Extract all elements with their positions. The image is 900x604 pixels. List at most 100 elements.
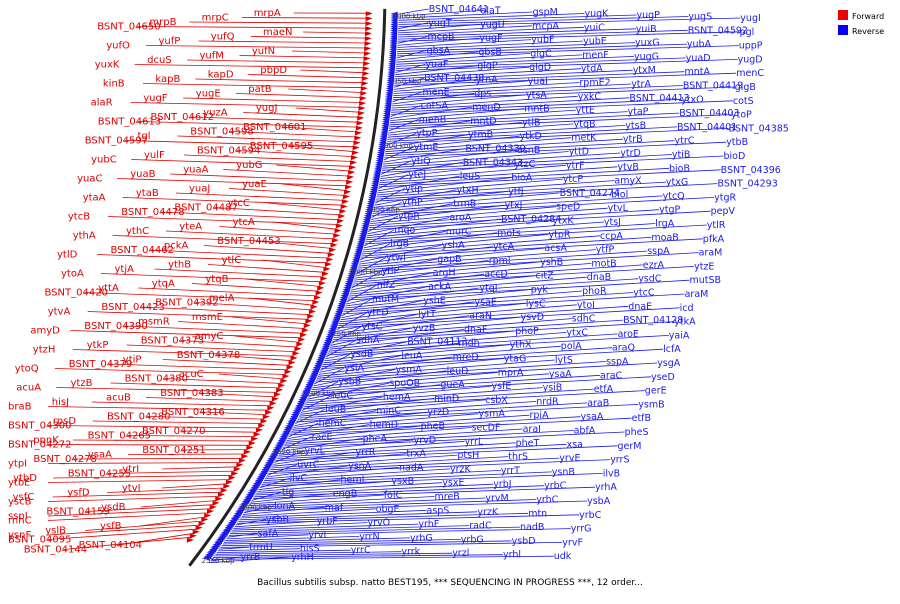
forward-gene-label[interactable]: ytzB — [71, 378, 93, 389]
forward-gene-label[interactable]: msmE — [192, 312, 223, 323]
forward-gene-label[interactable]: ytzH — [33, 345, 56, 356]
reverse-gene-label[interactable]: yrvI — [308, 530, 326, 541]
reverse-gene-label[interactable]: ytvL — [608, 203, 629, 214]
reverse-gene-label[interactable]: ysmA — [479, 409, 506, 420]
reverse-gene-label[interactable]: accD — [484, 269, 508, 280]
reverse-gene-label[interactable]: ysbB — [266, 515, 289, 526]
forward-gene-label[interactable]: ytlD — [57, 250, 78, 261]
reverse-gene-label[interactable]: yrhC — [536, 495, 558, 506]
reverse-gene-label[interactable]: glgB — [735, 82, 756, 93]
reverse-gene-label[interactable]: tig — [282, 487, 294, 498]
forward-gene-label[interactable]: BSNT_04278 — [33, 454, 96, 465]
forward-gene-label[interactable]: ythA — [73, 231, 96, 242]
reverse-gene-label[interactable]: araM — [685, 289, 709, 300]
reverse-gene-label[interactable]: rpml — [489, 255, 511, 266]
reverse-gene-label[interactable]: ytbB — [726, 137, 748, 148]
reverse-gene-label[interactable]: mntB — [524, 104, 550, 115]
reverse-gene-label[interactable]: gerM — [618, 441, 642, 452]
reverse-gene-label[interactable]: ytcA — [493, 242, 515, 253]
reverse-gene-label[interactable]: bioB — [669, 163, 690, 174]
reverse-gene-label[interactable]: yrbG — [461, 534, 484, 545]
forward-gene-label[interactable]: alaR — [91, 98, 113, 109]
reverse-gene-label[interactable]: acsA — [544, 243, 567, 254]
forward-gene-label[interactable]: pbpD — [260, 65, 287, 76]
reverse-gene-label[interactable]: ytdA — [581, 64, 603, 75]
reverse-gene-label[interactable]: ysiA — [344, 363, 364, 374]
reverse-gene-label[interactable]: aroE — [618, 329, 639, 340]
reverse-gene-label[interactable]: ackA — [428, 282, 452, 293]
reverse-gene-label[interactable]: lrgA — [655, 219, 674, 230]
reverse-gene-label[interactable]: yrhF — [418, 519, 439, 530]
reverse-gene-label[interactable]: yugK — [585, 9, 610, 20]
reverse-gene-label[interactable]: menF — [582, 50, 609, 61]
reverse-gene-label[interactable]: mtn — [528, 508, 547, 519]
reverse-gene-label[interactable]: rpmE2 — [579, 78, 610, 89]
forward-gene-label[interactable]: BSNT_04270 — [142, 426, 205, 437]
reverse-gene-label[interactable]: lysC — [526, 298, 546, 309]
reverse-gene-label[interactable]: yuxG — [635, 38, 660, 49]
reverse-gene-label[interactable]: ytgR — [714, 192, 736, 203]
reverse-gene-label[interactable]: uppP — [739, 41, 763, 52]
reverse-gene-label[interactable]: yuiB — [636, 24, 657, 35]
reverse-gene-label[interactable]: ysvD — [521, 312, 545, 323]
reverse-gene-label[interactable]: hemL — [341, 475, 368, 486]
forward-gene-label[interactable]: ysfB — [100, 521, 122, 532]
reverse-gene-label[interactable]: ytqI — [479, 283, 497, 294]
forward-gene-label[interactable]: ytvI — [122, 483, 141, 494]
reverse-gene-label[interactable]: yrhG — [410, 533, 433, 544]
reverse-gene-label[interactable]: yrbC — [544, 481, 567, 492]
reverse-gene-label[interactable]: ysmB — [638, 399, 664, 410]
reverse-gene-label[interactable]: ytrD — [620, 148, 641, 159]
reverse-gene-label[interactable]: bioD — [724, 151, 746, 162]
reverse-gene-label[interactable]: BSNT_04396 — [721, 165, 781, 176]
reverse-gene-label[interactable]: citZ — [536, 271, 555, 282]
forward-gene-label[interactable]: ytoA — [61, 269, 84, 280]
reverse-gene-label[interactable]: nadA — [399, 462, 424, 473]
reverse-gene-label[interactable]: mutM — [372, 294, 399, 305]
reverse-gene-label[interactable]: ytpR — [398, 211, 420, 222]
reverse-gene-label[interactable]: asnB — [517, 145, 540, 156]
forward-gene-label[interactable]: kapB — [155, 74, 180, 85]
reverse-gene-label[interactable]: ytfJ — [508, 186, 523, 197]
reverse-gene-label[interactable]: yrbJ — [493, 479, 511, 490]
forward-gene-label[interactable]: ytbE — [8, 478, 31, 489]
reverse-gene-label[interactable]: gbsA — [427, 45, 451, 56]
reverse-gene-label[interactable]: ysxB — [391, 476, 414, 487]
reverse-gene-label[interactable]: etfB — [632, 413, 651, 424]
reverse-gene-label[interactable]: nadB — [520, 522, 544, 533]
forward-gene-label[interactable]: ytqA — [152, 279, 175, 290]
reverse-gene-label[interactable]: udk — [554, 551, 572, 562]
reverse-gene-label[interactable]: ytxO — [681, 94, 703, 105]
reverse-gene-label[interactable]: dnaB — [587, 272, 611, 283]
reverse-gene-label[interactable]: pgl — [740, 27, 755, 38]
reverse-gene-label[interactable]: yuaF — [425, 59, 448, 70]
reverse-gene-label[interactable]: gbsB — [478, 47, 502, 58]
forward-gene-label[interactable]: kinB — [103, 79, 125, 90]
forward-gene-label[interactable]: BSNT_04159 — [46, 507, 109, 518]
reverse-gene-label[interactable]: yugD — [738, 54, 763, 65]
reverse-gene-label[interactable]: leuC — [332, 390, 354, 401]
reverse-gene-label[interactable]: ytvB — [617, 162, 639, 173]
reverse-gene-label[interactable]: ytxM — [633, 65, 656, 76]
reverse-gene-label[interactable]: ytsA — [526, 90, 547, 101]
forward-gene-label[interactable]: yuaA — [183, 165, 208, 176]
forward-gene-label[interactable]: BSNT_04598 — [190, 127, 253, 138]
reverse-gene-label[interactable]: moaB — [651, 232, 678, 243]
reverse-gene-label[interactable]: yrrC — [351, 545, 371, 556]
forward-gene-label[interactable]: yufO — [106, 41, 130, 52]
reverse-gene-label[interactable]: argH — [433, 268, 456, 279]
reverse-gene-label[interactable]: yugS — [688, 12, 712, 23]
forward-gene-label[interactable]: ytjA — [115, 264, 135, 275]
reverse-gene-label[interactable]: yrvL — [305, 446, 326, 457]
reverse-gene-label[interactable]: yugG — [634, 51, 659, 62]
reverse-gene-label[interactable]: mcpB — [428, 32, 455, 43]
reverse-gene-label[interactable]: ysgA — [657, 358, 681, 369]
reverse-gene-label[interactable]: BSNT_04385 — [729, 123, 789, 134]
reverse-gene-label[interactable]: ccpA — [600, 231, 623, 242]
forward-gene-label[interactable]: BSNT_04453 — [217, 236, 280, 247]
forward-gene-label[interactable]: ytvA — [48, 307, 71, 318]
forward-gene-label[interactable]: acuA — [16, 383, 41, 394]
reverse-gene-label[interactable]: polA — [561, 341, 582, 352]
reverse-gene-label[interactable]: yrhH — [291, 552, 314, 563]
reverse-gene-label[interactable]: pfkA — [703, 234, 725, 245]
